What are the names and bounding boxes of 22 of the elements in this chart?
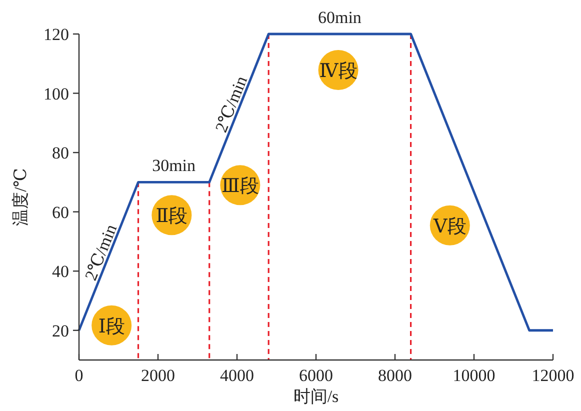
y-tick-label: 120 bbox=[44, 25, 69, 44]
y-tick-label: 20 bbox=[52, 321, 69, 340]
x-tick-label: 6000 bbox=[299, 366, 333, 385]
y-tick-label: 100 bbox=[44, 84, 69, 104]
y-tick-label: 80 bbox=[52, 144, 69, 163]
y-tick-label: 40 bbox=[52, 262, 69, 282]
annotation: Ⅱ段 bbox=[156, 206, 188, 228]
x-tick-label: 0 bbox=[74, 366, 84, 385]
y-tick-label: 60 bbox=[52, 202, 69, 222]
text: 60min bbox=[318, 8, 362, 27]
x-tick-label: 10000 bbox=[452, 366, 496, 385]
x-tick-label: 2000 bbox=[141, 366, 175, 385]
annotation: Ⅳ段 bbox=[319, 61, 358, 82]
x-axis-title: 时间/s bbox=[293, 387, 339, 406]
annotation: Ⅰ段 bbox=[98, 316, 125, 338]
x-tick-label: 8000 bbox=[378, 366, 412, 385]
y-axis-title: 温度/℃ bbox=[11, 168, 30, 226]
x-tick-label: 4000 bbox=[220, 366, 254, 385]
annotation: 30min bbox=[152, 156, 196, 176]
annotation: Ⅴ段 bbox=[432, 216, 466, 238]
x-tick-label: 12000 bbox=[532, 366, 574, 385]
annotation: Ⅲ段 bbox=[221, 176, 259, 198]
